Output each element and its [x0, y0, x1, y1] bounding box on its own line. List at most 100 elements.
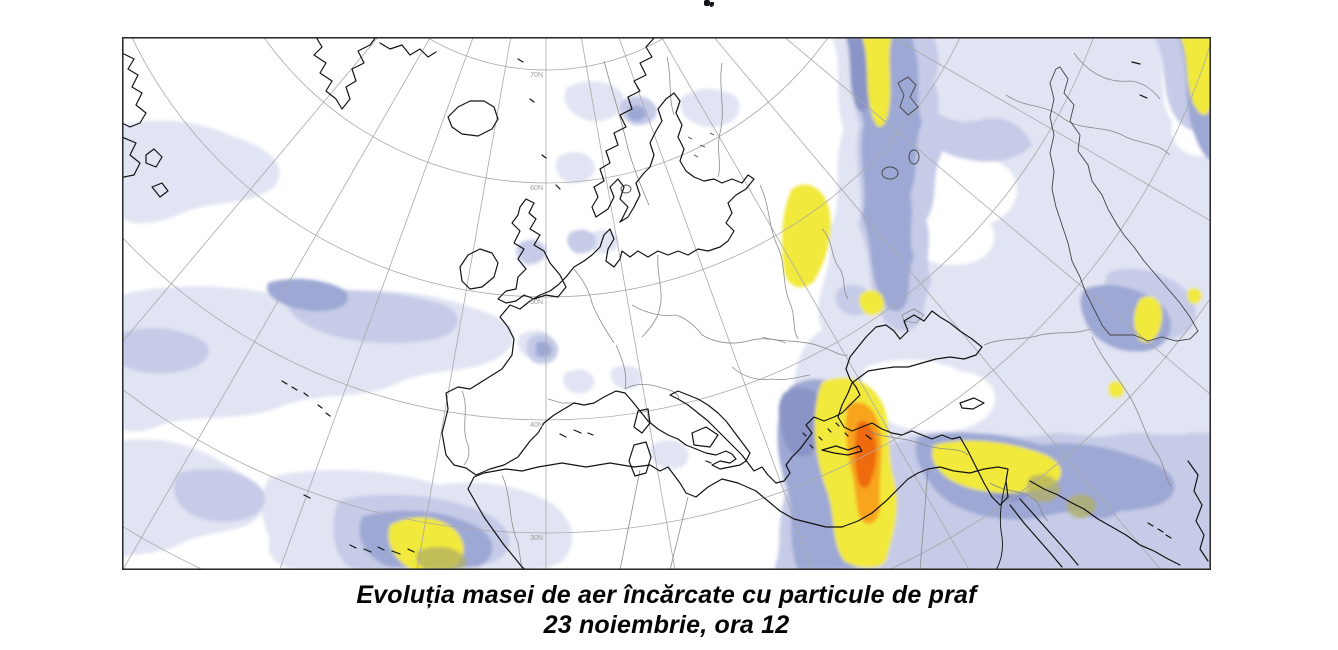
dust-patch [174, 469, 265, 522]
coastline-baltic-europe [441, 92, 755, 476]
coastline [123, 136, 141, 178]
coastline-levant-redsea [1009, 504, 1063, 568]
border-line [717, 62, 723, 178]
meridian-line [714, 38, 1161, 569]
border-line [983, 328, 1091, 346]
dust-patch [901, 38, 1032, 162]
dust-patch [563, 369, 595, 394]
dust-patch [1108, 380, 1125, 399]
coastline-iceland [447, 100, 499, 137]
border-line [573, 268, 615, 344]
dust-patch [536, 341, 552, 358]
coastline-norway [591, 38, 655, 223]
lake-ladoga [881, 166, 899, 180]
map-caption: Evoluția masei de aer încărcate cu parti… [122, 580, 1211, 640]
cropped-glyph-tail [710, 2, 714, 7]
coastline-balearics [559, 429, 594, 438]
border-line [731, 366, 811, 380]
border-line [631, 304, 703, 336]
graticule-label: 50N [530, 299, 543, 306]
coastline-britain [497, 198, 567, 304]
meridian-line [661, 38, 969, 569]
dust-layer-deep-orange [854, 421, 877, 488]
coastline-sardinia [628, 441, 652, 477]
border-line [1073, 52, 1161, 100]
coastline-gulf [1029, 480, 1181, 566]
dust-patch [1180, 38, 1210, 115]
dust-forecast-map: 70N 60N 50N 40N 30N [121, 36, 1212, 571]
dust-patch [680, 88, 740, 128]
graticule-labels: 70N 60N 50N 40N 30N [530, 72, 543, 542]
dust-patch [564, 81, 624, 122]
coastline-italy-balkans [624, 310, 993, 498]
border-line [919, 468, 929, 569]
dust-patch [846, 38, 872, 112]
border-line [501, 474, 523, 569]
white-sea [897, 76, 919, 116]
coastlines [123, 38, 1209, 569]
dust-corridor-core [852, 38, 922, 311]
finnish-lakes [687, 132, 715, 158]
map-frame [121, 36, 1212, 571]
border-line [1005, 94, 1171, 156]
coastline-ireland [459, 248, 499, 290]
border-line [1091, 336, 1173, 488]
coastline-cyprus [959, 397, 985, 410]
border-line [989, 482, 1049, 522]
dust-patch [778, 388, 827, 457]
dust-patch [416, 546, 467, 569]
dust-plume-hot-center [854, 421, 877, 488]
coastline-sicily [691, 426, 719, 448]
dust-streak-north [862, 38, 892, 127]
coastline-island [517, 58, 561, 190]
coastline-labrador [123, 53, 147, 128]
border-line [759, 184, 799, 340]
border-line [547, 398, 576, 404]
dust-fields [123, 38, 1210, 569]
meridian-line [618, 38, 813, 569]
coastline-azores [281, 380, 331, 417]
coastline [379, 42, 437, 58]
border-line [641, 254, 662, 338]
border-line [666, 56, 675, 116]
dust-patch [123, 328, 209, 374]
border-line [603, 60, 650, 206]
dust-patch [610, 365, 643, 390]
border-line [761, 336, 849, 356]
map-canvas: 70N 60N 50N 40N 30N [121, 36, 1212, 571]
coastline-island [1131, 61, 1148, 99]
dust-patch-ukraine [782, 184, 831, 288]
coastline-north-africa [467, 462, 1009, 569]
meridian-line [785, 38, 1210, 395]
dust-patch [649, 440, 689, 470]
dust-patch [589, 229, 619, 254]
border-line [615, 344, 627, 390]
dust-patch [267, 278, 349, 312]
coastline-island [1147, 522, 1172, 539]
meridian-line [894, 38, 1210, 221]
dust-patch [123, 120, 280, 223]
border-line [624, 384, 679, 400]
coastline-island [802, 422, 872, 449]
dust-patch [1134, 296, 1163, 343]
coastline-corsica [633, 408, 651, 434]
cropped-title-fragment [704, 0, 716, 8]
coastline-corner [1187, 460, 1209, 562]
meridian-line [581, 38, 676, 569]
caption-line-2: 23 noiembrie, ora 12 [543, 611, 790, 639]
dust-patch [517, 239, 547, 264]
graticule-label: 70N [530, 72, 543, 79]
graticule-label: 40N [530, 422, 543, 429]
coastline-madeira [303, 494, 311, 499]
caption-line-1: Evoluția masei de aer încărcate cu parti… [356, 581, 977, 609]
meridian-line [123, 38, 378, 342]
border-line [821, 228, 849, 300]
dust-patch [567, 229, 597, 254]
cropped-glyph-dot [704, 0, 710, 6]
dust-patch [859, 290, 885, 316]
coastline [145, 148, 163, 168]
dust-patch [555, 152, 595, 184]
country-borders [461, 52, 1173, 569]
coastline [151, 182, 169, 198]
coastline-island [705, 460, 712, 464]
